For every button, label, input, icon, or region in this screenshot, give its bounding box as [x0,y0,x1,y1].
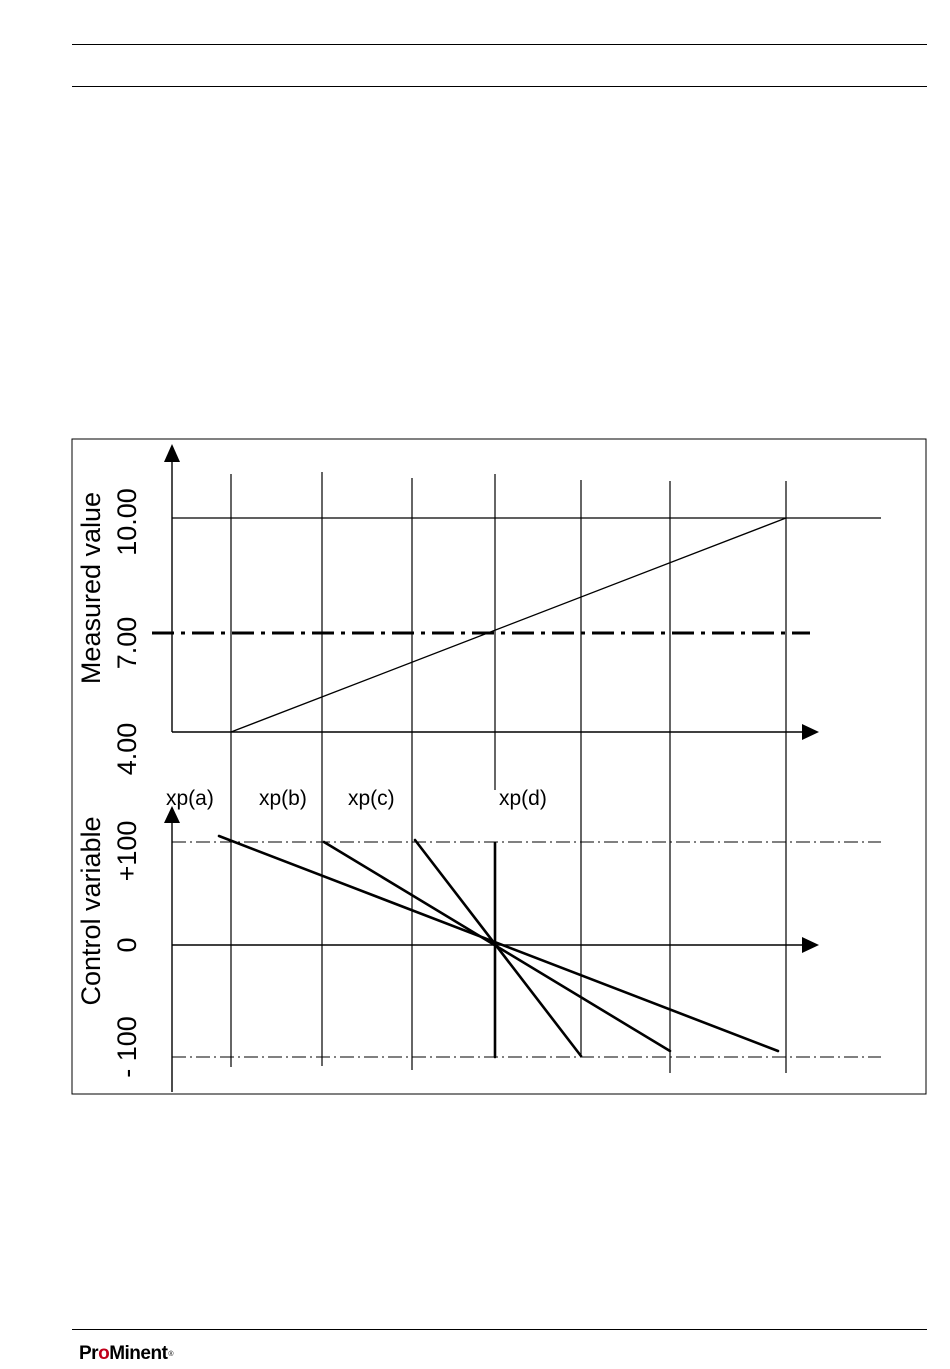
xp-label-a: xp(a) [166,787,214,810]
lower-tick-minus-100: - 100 [112,1016,142,1078]
measured-value-line [230,517,787,733]
xp-labels: xp(a) xp(b) xp(c) xp(d) [166,787,547,810]
logo-text-part1: Pr [79,1343,99,1364]
footer-rule [72,1329,927,1330]
control-line-xp-c [413,838,583,1058]
lower-x-axis-arrow [802,937,819,953]
control-curves [217,834,780,1059]
lower-tick-0: 0 [112,937,142,952]
upper-y-label: Measured value [76,492,106,684]
header-rule-top [72,44,927,45]
xp-label-c: xp(c) [348,787,395,810]
upper-x-axis-arrow [802,724,819,740]
vertical-gridlines [230,472,787,1073]
xp-label-b: xp(b) [259,787,307,810]
prominent-logo: ProMinent® [79,1343,174,1364]
lower-tick-plus-100: +100 [112,821,142,882]
lower-panel: Control variable +100 0 - 100 [76,806,881,1092]
logo-text-part2: o [98,1343,110,1364]
upper-y-axis-arrow [164,444,180,462]
upper-tick-4: 4.00 [112,723,142,776]
lower-y-axis-arrow [164,806,180,823]
figure-frame [71,438,927,1095]
logo-text-part3: Minent [109,1343,168,1364]
header-rule-bottom [72,86,927,87]
upper-panel: Measured value 10.00 7.00 4.00 [76,444,881,775]
logo-registered-mark: ® [168,1351,174,1358]
upper-tick-10: 10.00 [112,488,142,556]
upper-tick-7: 7.00 [112,617,142,670]
control-line-xp-a [217,834,780,1053]
xp-label-d: xp(d) [499,787,547,810]
lower-y-label: Control variable [76,816,106,1005]
